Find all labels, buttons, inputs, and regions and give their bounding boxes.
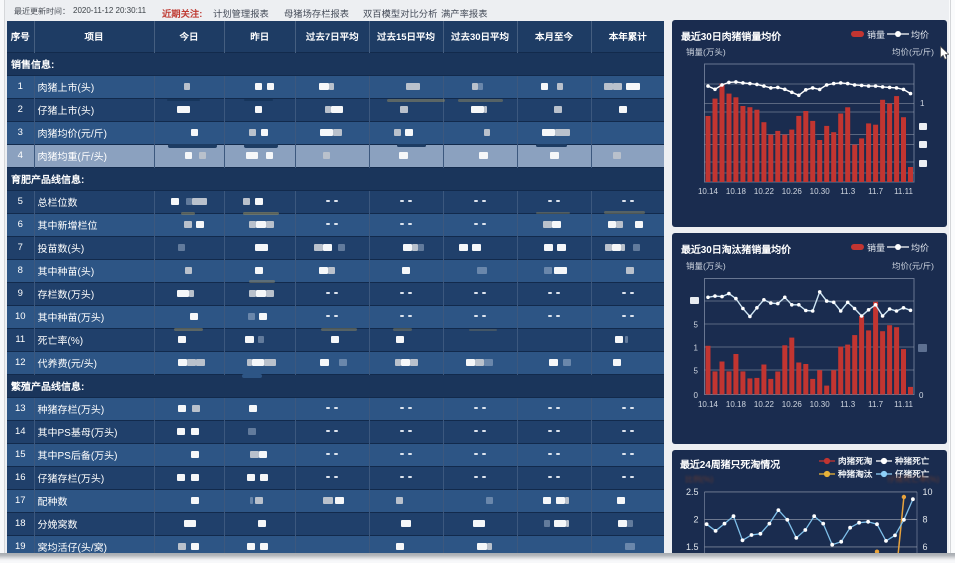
svg-text:1: 1	[694, 344, 699, 353]
svg-text:11.7: 11.7	[868, 187, 884, 196]
svg-text:11.3: 11.3	[840, 187, 856, 196]
svg-text:10.26: 10.26	[782, 400, 803, 409]
svg-text:11.11: 11.11	[894, 187, 913, 196]
svg-text:10: 10	[923, 487, 933, 497]
svg-text:10.22: 10.22	[754, 400, 775, 409]
svg-text:11.3: 11.3	[840, 400, 856, 409]
svg-text:5: 5	[694, 321, 699, 330]
svg-text:10.22: 10.22	[754, 187, 775, 196]
svg-text:8: 8	[923, 514, 928, 524]
svg-text:10.30: 10.30	[810, 400, 831, 409]
svg-text:1.5: 1.5	[686, 542, 699, 552]
svg-text:0: 0	[694, 391, 699, 400]
svg-text:11.7: 11.7	[868, 400, 884, 409]
svg-text:1: 1	[920, 99, 925, 108]
svg-text:10.30: 10.30	[810, 187, 831, 196]
svg-text:11.11: 11.11	[894, 400, 913, 409]
svg-text:0: 0	[919, 391, 924, 400]
svg-text:10.14: 10.14	[698, 187, 719, 196]
svg-text:10.18: 10.18	[726, 187, 747, 196]
svg-text:10.18: 10.18	[726, 400, 747, 409]
svg-text:5: 5	[694, 367, 699, 376]
svg-text:6: 6	[923, 542, 928, 552]
svg-text:10.14: 10.14	[698, 400, 719, 409]
svg-text:10.26: 10.26	[782, 187, 803, 196]
svg-text:2: 2	[693, 514, 698, 524]
svg-text:2.5: 2.5	[686, 487, 699, 497]
